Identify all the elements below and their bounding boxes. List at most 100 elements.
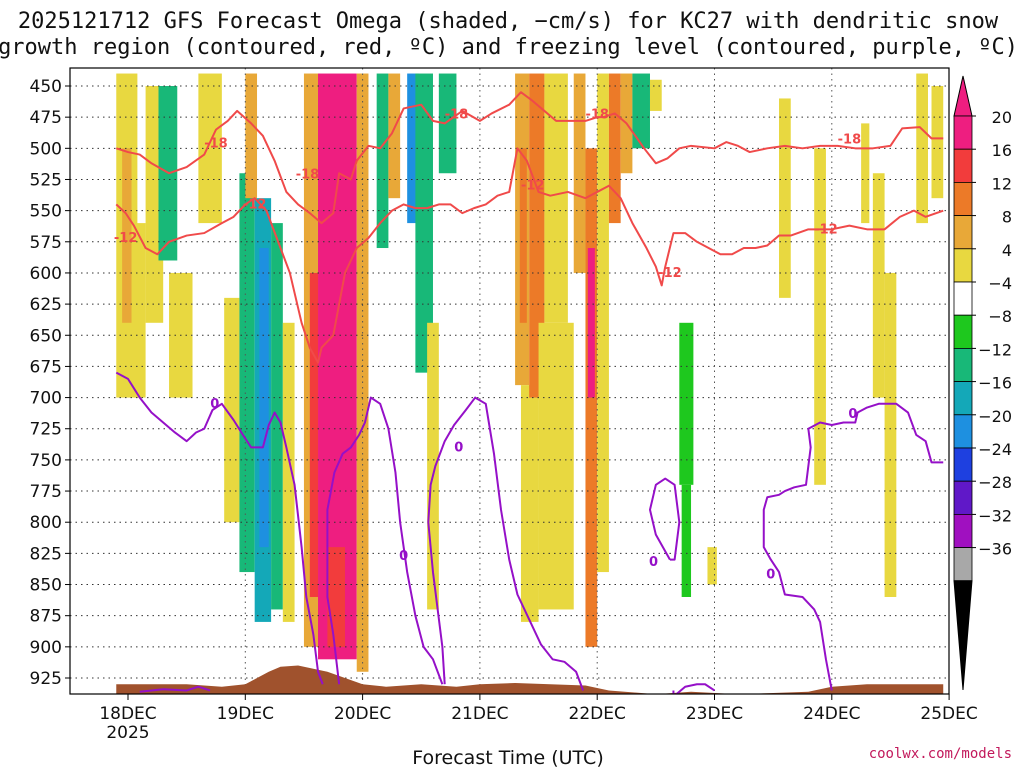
y-tick-label-775: 775 xyxy=(30,482,62,502)
colorbar-seg-1 xyxy=(953,148,973,183)
y-tick-label-750: 750 xyxy=(30,451,62,471)
terrain-polygon xyxy=(116,665,944,694)
colorbar-label-0: 20 xyxy=(992,108,1012,127)
omega-cell-33 xyxy=(587,248,595,398)
colorbar-label-8: −16 xyxy=(978,374,1012,393)
colorbar: 20 16 12 8 4 −4 −8 −12 −16 −20 −24 −28 −32 −36 xyxy=(953,75,1012,691)
omega-cell-3 xyxy=(133,223,146,398)
colorbar-label-10: −24 xyxy=(978,440,1012,459)
omega-cell-19 xyxy=(376,73,389,249)
contour--18-0 xyxy=(115,91,944,225)
omega-cell-44 xyxy=(861,123,870,224)
x-tick-label-23DEC: 23DEC xyxy=(686,704,743,724)
omega-cell-38 xyxy=(649,79,662,111)
omega-cell-13 xyxy=(282,322,295,622)
y-tick-label-700: 700 xyxy=(30,389,62,409)
contour-label-0-3: -18 xyxy=(585,108,609,123)
colorbar-bottom-arrow xyxy=(953,580,973,691)
colorbar-top-arrow xyxy=(953,75,973,117)
y-tick-label-875: 875 xyxy=(30,607,62,627)
y-tick-label-525: 525 xyxy=(30,170,62,190)
omega-cell-20 xyxy=(388,73,401,199)
y-tick-label-450: 450 xyxy=(30,77,62,97)
contour-0-4 xyxy=(427,396,585,691)
omega-shading xyxy=(116,73,944,672)
omega-cell-6 xyxy=(198,73,222,224)
colorbar-label-1: 16 xyxy=(992,141,1012,160)
contour-label-5-0: 0 xyxy=(649,555,658,570)
contour--12-1 xyxy=(115,147,944,364)
colorbar-label-12: −32 xyxy=(978,506,1012,525)
contour-label-1-4: -12 xyxy=(814,222,838,237)
contour-0-5 xyxy=(648,477,681,561)
omega-cell-26 xyxy=(519,148,527,323)
contour-0-7 xyxy=(762,402,944,691)
colorbar-seg-4 xyxy=(953,248,973,283)
omega-cell-28 xyxy=(529,73,545,398)
contour-label-0-0: -18 xyxy=(204,136,228,151)
y-tick-label-600: 600 xyxy=(30,264,62,284)
omega-cell-9 xyxy=(245,73,258,199)
colorbar-seg-7 xyxy=(953,347,973,382)
omega-cell-31 xyxy=(573,73,586,273)
contour-label-0-4: -18 xyxy=(838,133,862,148)
colorbar-label-3: 8 xyxy=(1002,208,1012,227)
contour-label-4-0: 0 xyxy=(454,440,463,455)
plot-frame xyxy=(69,67,950,695)
omega-cell-7 xyxy=(224,297,240,523)
colorbar-label-6: −8 xyxy=(988,307,1012,326)
y-tick-label-850: 850 xyxy=(30,576,62,596)
omega-cell-47 xyxy=(916,73,928,224)
y-tick-label-675: 675 xyxy=(30,357,62,377)
contour-label-3-0: 0 xyxy=(399,549,408,564)
colorbar-seg-11 xyxy=(953,480,973,515)
omega-cell-30 xyxy=(544,73,568,323)
x-tick-label-22DEC: 22DEC xyxy=(569,704,626,724)
y-tick-label-550: 550 xyxy=(30,202,62,222)
contour-label-7-0: 0 xyxy=(766,568,775,583)
colorbar-label-11: −28 xyxy=(978,473,1012,492)
colorbar-seg-8 xyxy=(953,381,973,416)
omega-cell-46 xyxy=(884,272,897,597)
contour-0-6 xyxy=(672,683,716,694)
omega-cell-8 xyxy=(239,173,255,573)
colorbar-seg-9 xyxy=(953,414,973,449)
colorbar-seg-13 xyxy=(953,547,973,582)
contour-label-0-2: -18 xyxy=(445,108,469,123)
y-tick-label-650: 650 xyxy=(30,326,62,346)
y-tick-label-725: 725 xyxy=(30,420,62,440)
contour-0-3 xyxy=(326,396,444,685)
contour-0-8 xyxy=(139,685,211,693)
x-tick-label-18DEC: 18DEC xyxy=(99,704,156,724)
x-tick-label-25DEC: 25DEC xyxy=(920,704,977,724)
colorbar-seg-5 xyxy=(953,281,973,316)
colorbar-label-5: −4 xyxy=(988,274,1012,293)
x-axis-label: Forecast Time (UTC) xyxy=(412,747,603,768)
colorbar-seg-3 xyxy=(953,215,973,250)
omega-cell-41 xyxy=(707,547,717,585)
contour-0-2 xyxy=(115,371,324,685)
omega-cell-48 xyxy=(931,86,944,199)
y-tick-label-825: 825 xyxy=(30,544,62,564)
contour-label-7-1: 0 xyxy=(848,407,857,422)
colorbar-label-2: 12 xyxy=(992,174,1012,193)
omega-cell-23 xyxy=(427,322,439,610)
omega-cell-37 xyxy=(632,73,650,149)
x-tick-label-20DEC: 20DEC xyxy=(334,704,391,724)
omega-cell-24 xyxy=(438,73,457,174)
omega-cell-42 xyxy=(779,98,791,298)
contour-lines: -18 -18 -18 -18 -18 -12 -12 -12 -12 -12 0 0 0 0 0 0 xyxy=(114,91,944,694)
x-tick-label-19DEC: 19DEC xyxy=(217,704,274,724)
y-tick-label-500: 500 xyxy=(30,139,62,159)
colorbar-seg-6 xyxy=(953,314,973,349)
gridlines xyxy=(70,68,949,694)
y-tick-label-900: 900 xyxy=(30,638,62,658)
omega-cell-40 xyxy=(681,484,692,597)
contour-label-1-1: -12 xyxy=(243,197,267,212)
terrain-surface xyxy=(116,665,944,694)
y-tick-label-800: 800 xyxy=(30,513,62,533)
omega-cell-45 xyxy=(872,173,885,398)
colorbar-seg-0 xyxy=(953,115,973,150)
